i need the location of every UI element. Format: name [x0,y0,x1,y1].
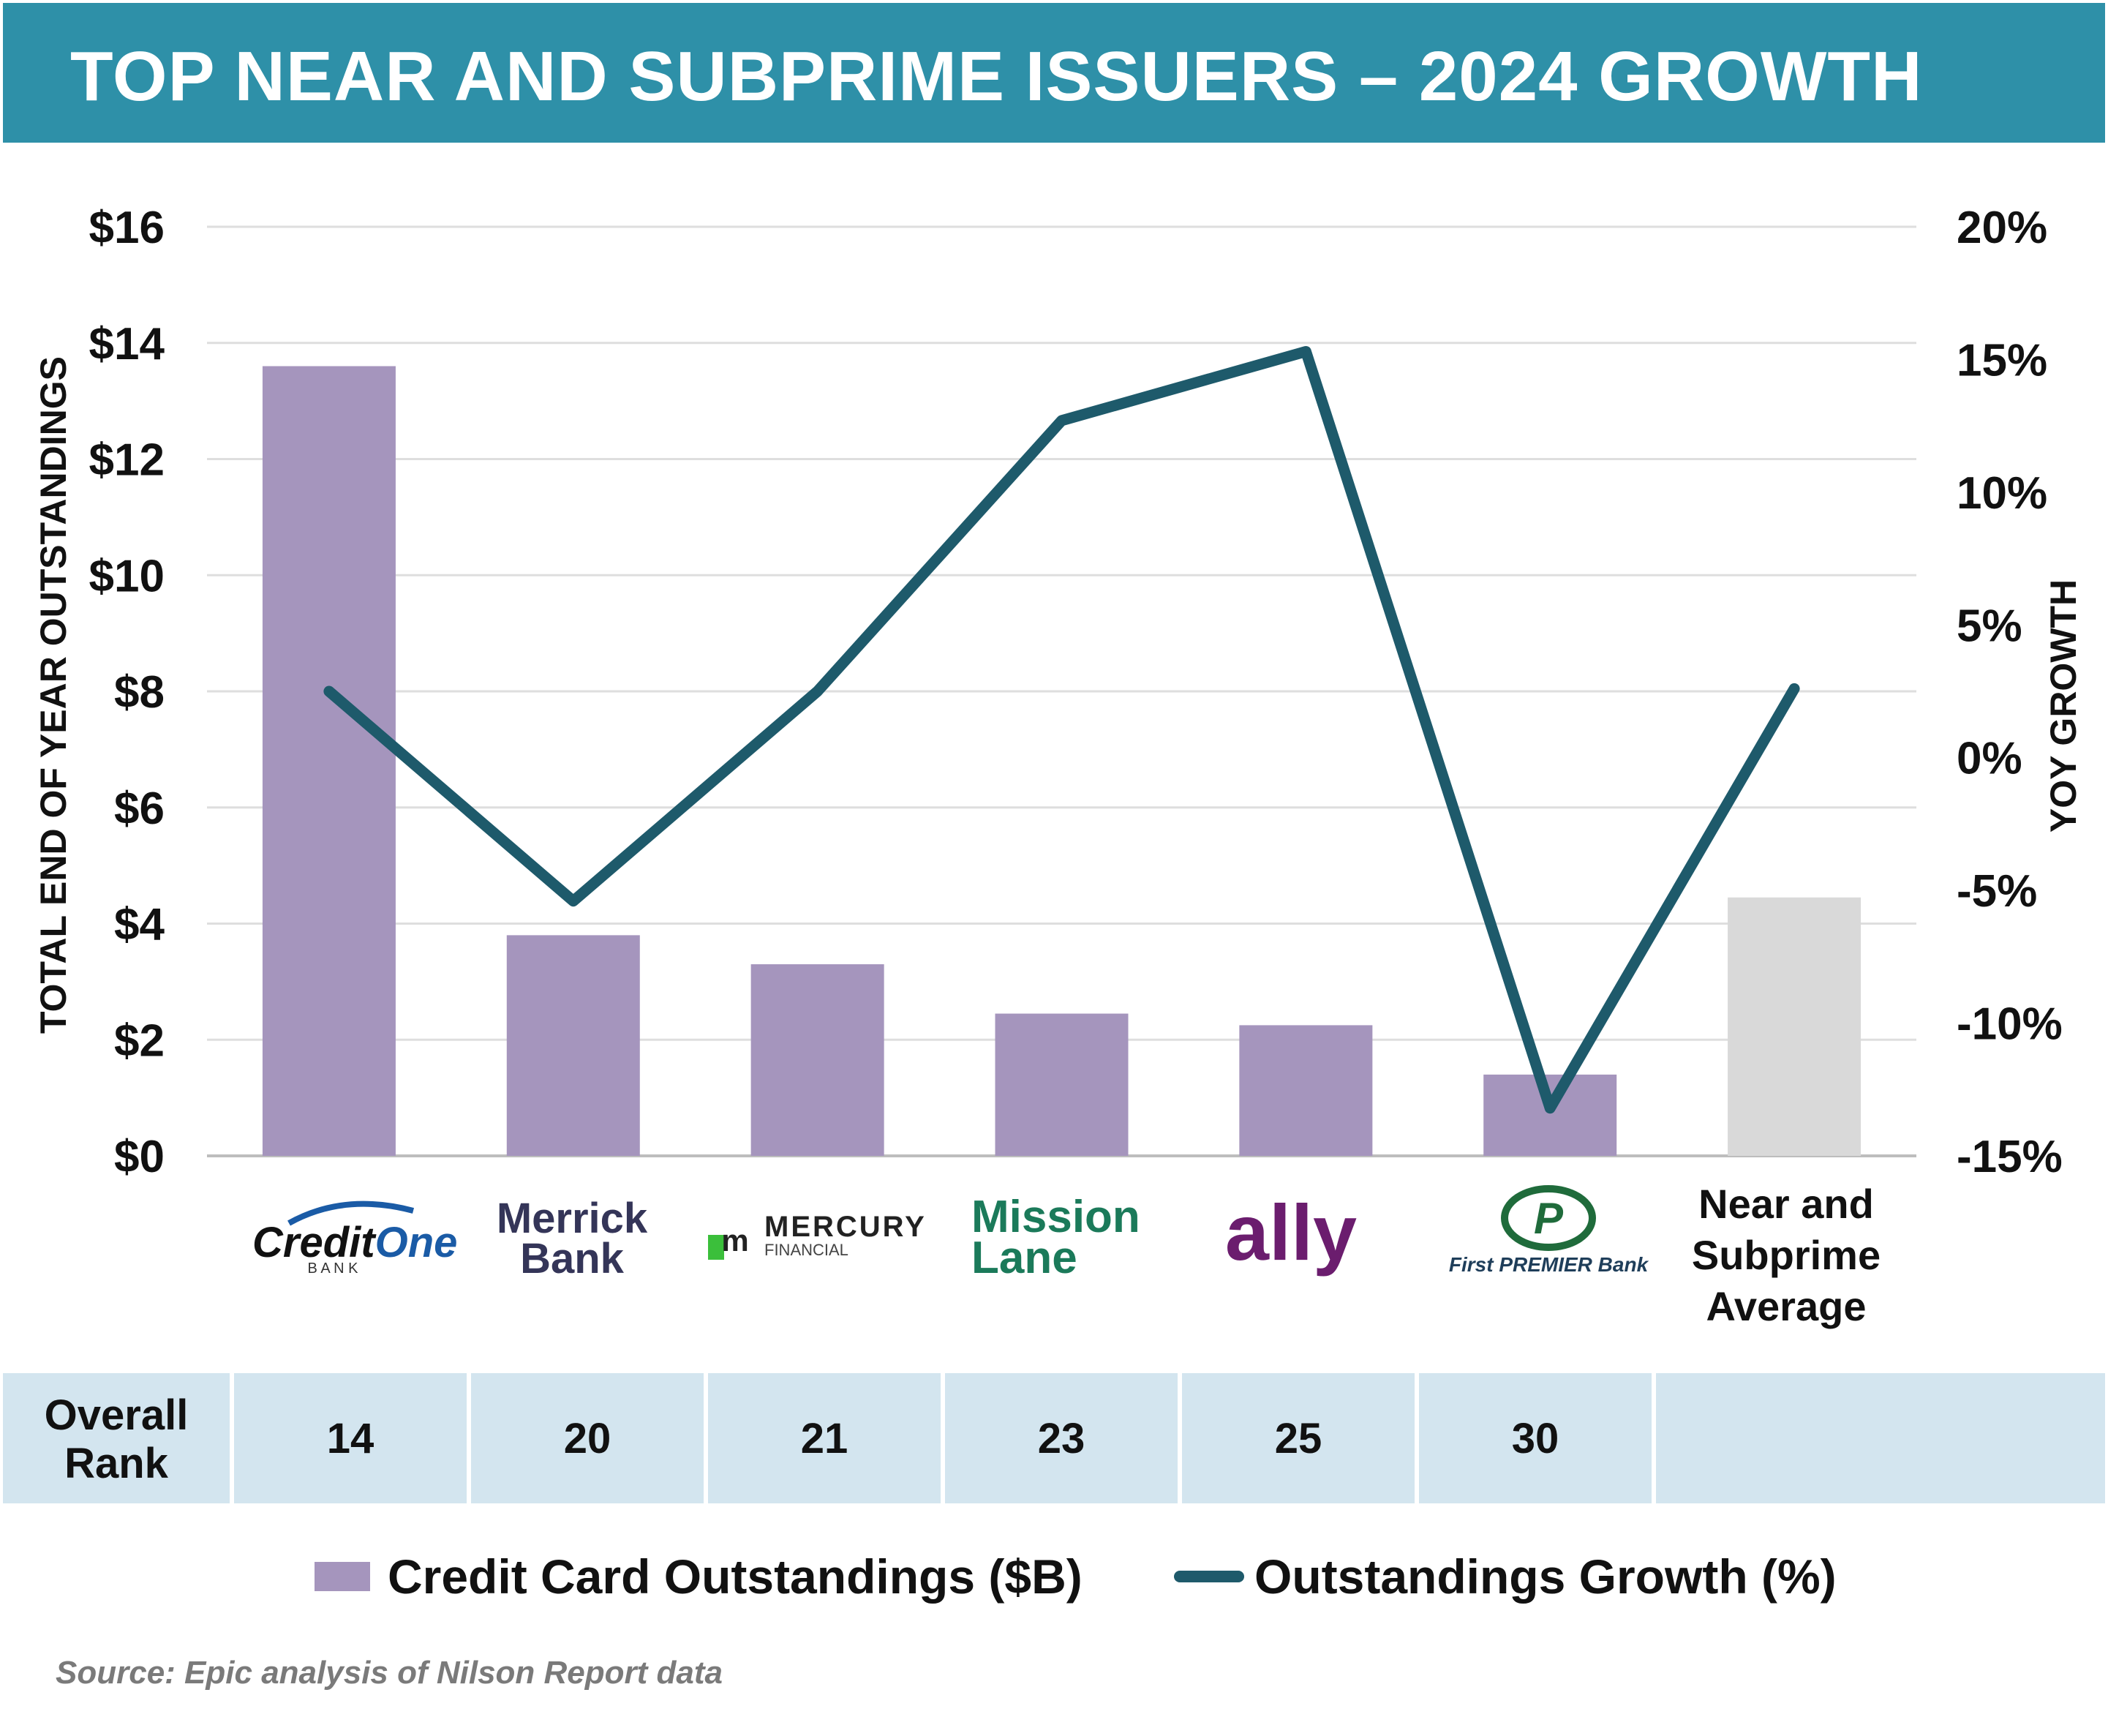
y2-tick-label: -15% [1957,1132,2063,1182]
left-axis-ticks: $0 $2 $4 $6 $8 $10 $12 $14 $16 [89,203,165,1182]
rank-cell: 20 [471,1373,704,1503]
line-point [328,691,330,692]
legend-item-line: Outstandings Growth (%) [1174,1544,1837,1609]
logo-first-premier: P First PREMIER Bank [1449,1185,1649,1276]
mercury-line1: MERCURY [764,1211,927,1243]
rank-table: Overall Rank 14 20 21 23 25 30 [3,1373,2105,1503]
mercury-mark: m [721,1223,748,1258]
y-tick-label: $0 [114,1132,165,1182]
y-tick-label: $16 [89,203,165,253]
mission-line1: Mission [971,1192,1140,1242]
logo-mission-lane: Mission Lane [971,1192,1140,1283]
rank-cell-empty [1656,1373,2105,1503]
line-point [1549,1107,1551,1109]
ally-text: ally [1225,1188,1357,1277]
merrick-line1: Merrick [497,1195,648,1242]
source-note: Source: Epic analysis of Nilson Report d… [56,1655,723,1691]
bar [750,964,884,1156]
bar [1239,1025,1373,1156]
credit-one-word2: One [375,1219,458,1266]
bar [1483,1074,1617,1156]
line-point [1061,419,1063,421]
y-tick-label: $4 [114,900,165,950]
right-axis-label: YOY GROWTH [2043,579,2084,833]
legend: Credit Card Outstandings ($B) Outstandin… [0,1544,2108,1609]
line-point [1793,688,1796,690]
credit-one-sub: B A N K [308,1260,359,1277]
average-line1: Near and [1698,1181,1874,1227]
title-bar: TOP NEAR AND SUBPRIME ISSUERS – 2024 GRO… [3,3,2105,143]
bar [995,1013,1129,1156]
legend-item-bars: Credit Card Outstandings ($B) [315,1544,1083,1609]
y2-tick-label: 0% [1957,734,2022,784]
rank-header: Overall Rank [3,1373,230,1503]
svg-text:CreditOne: CreditOne [252,1219,457,1266]
credit-one-word1: Credit [252,1219,377,1266]
y-tick-label: $14 [89,319,165,369]
legend-bar-label: Credit Card Outstandings ($B) [388,1549,1083,1604]
rank-cell: 30 [1419,1373,1652,1503]
legend-line-label: Outstandings Growth (%) [1254,1549,1837,1604]
rank-header-line2: Rank [64,1440,168,1487]
line-point [816,691,818,692]
bar [506,935,640,1156]
rank-cell: 25 [1182,1373,1415,1503]
logo-ally: ally [1225,1188,1357,1277]
legend-bar-swatch [315,1562,370,1591]
logo-credit-one: CreditOne B A N K [252,1200,457,1277]
y-tick-label: $8 [114,667,165,718]
y-tick-label: $2 [114,1015,165,1066]
line-point [572,900,574,902]
merrick-line2: Bank [520,1235,625,1282]
line-point [1305,350,1307,353]
mission-line2: Lane [971,1233,1077,1283]
rank-cell: 21 [708,1373,941,1503]
legend-line-swatch [1174,1571,1244,1582]
first-premier-text: First PREMIER Bank [1449,1253,1649,1276]
y2-tick-label: -10% [1957,999,2063,1050]
first-premier-emblem-icon [1501,1185,1596,1251]
right-axis-ticks: -15% -10% -5% 0% 5% 10% 15% 20% [1957,203,2063,1182]
chart-title: TOP NEAR AND SUBPRIME ISSUERS – 2024 GRO… [70,37,1923,116]
rank-cell: 23 [945,1373,1178,1503]
left-axis-label: TOTAL END OF YEAR OUTSTANDINGS [33,356,74,1034]
growth-line-series [323,346,1800,1114]
y2-tick-label: 20% [1957,203,2047,253]
logo-merrick-bank: Merrick Bank [497,1195,648,1282]
mercury-mark-icon [708,1235,724,1260]
y-tick-label: $10 [89,551,165,601]
y-tick-label: $6 [114,784,165,834]
label-near-subprime-average: Near and Subprime Average [1692,1181,1881,1329]
average-line2: Subprime [1692,1232,1881,1278]
y2-tick-label: -5% [1957,866,2037,917]
y2-tick-label: 5% [1957,601,2022,651]
first-premier-mark: P [1534,1194,1564,1243]
y2-tick-label: 15% [1957,335,2047,386]
y2-tick-label: 10% [1957,468,2047,519]
rank-header-line1: Overall [44,1391,189,1439]
bar [1728,897,1862,1156]
gridlines [207,225,1916,1157]
average-line3: Average [1706,1283,1867,1329]
y-tick-label: $12 [89,435,165,486]
logo-mercury-financial: m MERCURY FINANCIAL [708,1211,927,1260]
rank-cell: 14 [234,1373,467,1503]
combo-chart: $0 $2 $4 $6 $8 $10 $12 $14 $16 -15% -10% -5% 0% 5% 10… [33,203,2084,1329]
bars [262,366,1862,1156]
credit-one-swoosh-icon [287,1200,415,1226]
mercury-line2: FINANCIAL [764,1241,848,1259]
bar [262,366,396,1156]
